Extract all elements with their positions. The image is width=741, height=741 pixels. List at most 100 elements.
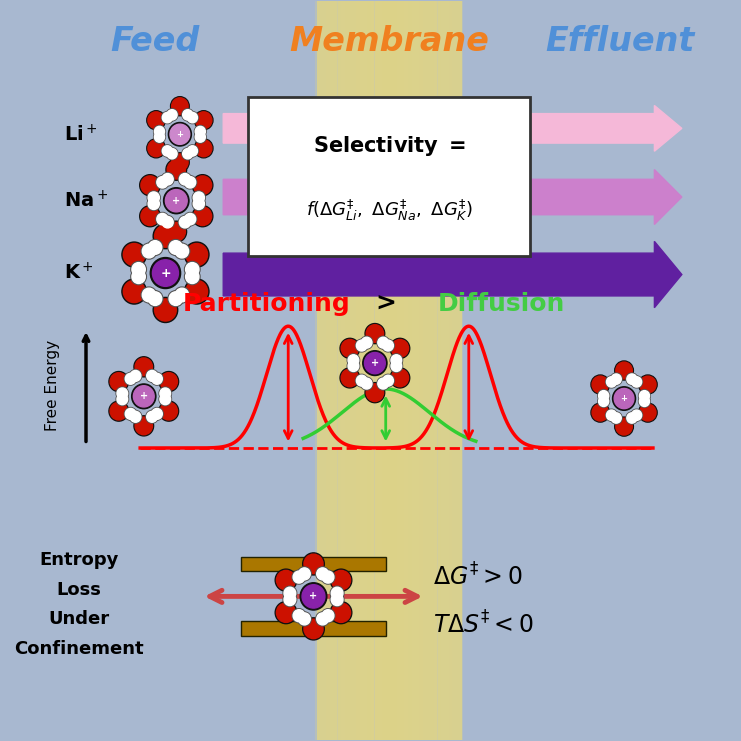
Circle shape (179, 173, 191, 186)
Circle shape (170, 96, 189, 116)
Circle shape (293, 571, 305, 583)
Circle shape (591, 375, 610, 394)
Circle shape (131, 262, 147, 277)
Circle shape (141, 207, 159, 225)
Bar (433, 1, 437, 740)
Circle shape (183, 148, 193, 159)
Circle shape (159, 387, 171, 400)
Circle shape (141, 176, 159, 194)
Circle shape (185, 279, 209, 304)
Text: $\Delta G^{\ddagger} > 0$: $\Delta G^{\ddagger} > 0$ (433, 564, 522, 591)
Circle shape (365, 382, 385, 402)
Bar (411, 1, 415, 740)
Circle shape (348, 354, 359, 367)
Circle shape (196, 112, 212, 129)
Circle shape (304, 619, 323, 639)
Circle shape (377, 336, 389, 349)
Circle shape (193, 198, 205, 210)
Bar (430, 1, 433, 740)
Circle shape (360, 377, 373, 390)
Circle shape (187, 113, 198, 123)
Circle shape (185, 176, 196, 188)
Circle shape (160, 388, 170, 399)
Circle shape (631, 376, 642, 387)
Circle shape (194, 131, 206, 143)
Circle shape (170, 124, 190, 144)
Circle shape (147, 370, 157, 382)
Bar (330, 1, 333, 740)
Circle shape (161, 173, 174, 186)
Circle shape (302, 553, 325, 575)
Bar (319, 1, 322, 740)
Circle shape (184, 213, 196, 226)
Circle shape (174, 243, 190, 259)
Circle shape (598, 390, 610, 402)
Circle shape (148, 192, 159, 203)
Circle shape (184, 176, 196, 189)
Circle shape (322, 610, 334, 622)
Text: Diffusion: Diffusion (438, 292, 565, 316)
Circle shape (153, 260, 179, 286)
Circle shape (166, 147, 178, 160)
Bar (459, 1, 463, 740)
Circle shape (148, 112, 165, 129)
Bar (408, 1, 411, 740)
Circle shape (284, 587, 296, 599)
Circle shape (196, 140, 212, 156)
Circle shape (179, 216, 190, 228)
Circle shape (192, 206, 213, 227)
Circle shape (598, 395, 610, 408)
Circle shape (316, 613, 328, 625)
Circle shape (162, 113, 173, 123)
Bar (338, 1, 341, 740)
Circle shape (147, 290, 163, 307)
Circle shape (592, 404, 608, 421)
Circle shape (174, 287, 190, 303)
Circle shape (391, 359, 402, 373)
Circle shape (284, 594, 296, 605)
Bar (422, 1, 426, 740)
Bar (356, 1, 359, 740)
Circle shape (146, 370, 159, 382)
Circle shape (627, 374, 637, 385)
Circle shape (148, 292, 162, 305)
Circle shape (172, 98, 188, 115)
Circle shape (592, 376, 608, 393)
Circle shape (366, 325, 384, 342)
Circle shape (166, 159, 187, 180)
Circle shape (129, 370, 142, 382)
Circle shape (390, 339, 410, 359)
Circle shape (117, 393, 127, 405)
Circle shape (167, 222, 185, 241)
Circle shape (133, 386, 154, 407)
Text: Na$^+$: Na$^+$ (64, 190, 109, 211)
Bar (382, 1, 385, 740)
Bar (415, 1, 419, 740)
Circle shape (156, 176, 169, 189)
Circle shape (148, 241, 162, 254)
Bar (441, 1, 445, 740)
Circle shape (591, 403, 610, 422)
Circle shape (159, 393, 171, 405)
Circle shape (613, 387, 636, 411)
Circle shape (378, 378, 388, 389)
Bar (345, 1, 348, 740)
Circle shape (123, 280, 145, 302)
Bar (359, 1, 363, 740)
Circle shape (125, 373, 136, 385)
Circle shape (134, 416, 153, 436)
Circle shape (631, 410, 642, 420)
Circle shape (616, 362, 632, 379)
Circle shape (182, 147, 193, 160)
Circle shape (606, 376, 617, 387)
Circle shape (331, 603, 350, 622)
Circle shape (626, 412, 638, 424)
Circle shape (356, 339, 368, 352)
Text: +: + (140, 391, 148, 402)
FancyArrow shape (223, 170, 682, 225)
Circle shape (140, 175, 160, 196)
Circle shape (614, 388, 634, 408)
Circle shape (179, 173, 190, 185)
Bar (374, 1, 378, 740)
Circle shape (185, 270, 199, 284)
